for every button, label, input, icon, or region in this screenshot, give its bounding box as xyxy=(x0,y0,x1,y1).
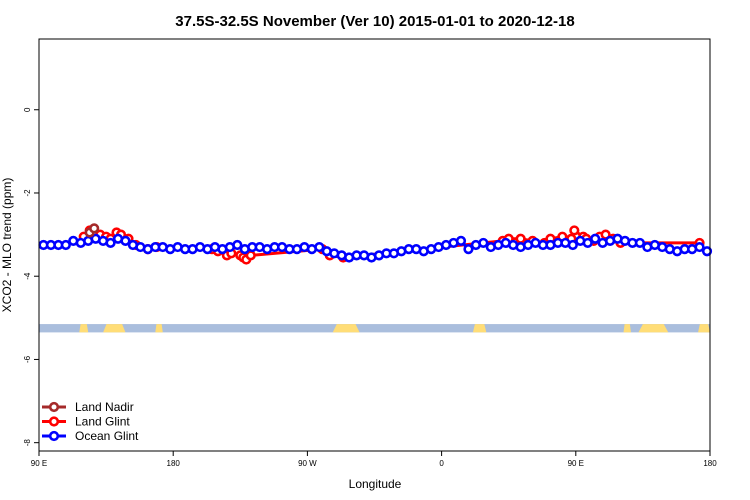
ocean-glint-point xyxy=(60,239,71,251)
map-ocean xyxy=(39,324,710,333)
x-axis: 90 E 180 90 W 0 90 E 180 xyxy=(31,451,717,468)
y-tick-label: -4 xyxy=(23,272,32,280)
ocean-glint-point xyxy=(314,241,325,253)
ocean-glint-point xyxy=(694,241,705,253)
map-land xyxy=(472,324,487,333)
y-tick-label: -2 xyxy=(23,189,32,197)
ocean-glint-point xyxy=(463,244,474,255)
y-axis-label: XCO2 - MLO trend (ppm) xyxy=(0,178,14,313)
x-tick-label: 90 E xyxy=(568,459,584,468)
ocean-glint-point xyxy=(120,235,131,246)
legend-label-ocean-glint: Ocean Glint xyxy=(75,429,139,443)
x-tick-label: 0 xyxy=(439,459,444,468)
legend-label-land-glint: Land Glint xyxy=(75,415,130,429)
map-land xyxy=(155,324,163,333)
plot-frame xyxy=(38,38,711,452)
map-land xyxy=(79,324,89,333)
ocean-glint-point xyxy=(582,237,593,249)
x-tick-label: 90 E xyxy=(31,459,47,468)
ocean-glint-point xyxy=(590,233,601,244)
ocean-glint-point xyxy=(105,237,116,249)
legend-label-land-nadir: Land Nadir xyxy=(75,400,134,414)
land-glint-point xyxy=(515,233,526,244)
legend-marker-land-glint xyxy=(48,416,60,427)
ocean-glint-point xyxy=(478,237,489,249)
y-axis: 0 -2 -4 -6 -8 xyxy=(23,107,39,446)
x-tick-label: 180 xyxy=(703,459,717,468)
map-land xyxy=(332,324,360,333)
land-glint-point xyxy=(569,225,580,236)
x-tick-label: 180 xyxy=(167,459,181,468)
y-tick-label: -8 xyxy=(23,439,32,447)
x-axis-label: Longitude xyxy=(349,477,402,491)
chart-title: 37.5S-32.5S November (Ver 10) 2015-01-01… xyxy=(175,13,574,30)
ocean-glint-point xyxy=(701,246,713,257)
map-land xyxy=(623,324,631,333)
x-tick-label: 90 W xyxy=(298,459,317,468)
ocean-glint-point xyxy=(455,235,467,246)
ocean-glint-point xyxy=(567,239,578,251)
y-tick-label: 0 xyxy=(23,107,32,112)
map-strip xyxy=(39,324,710,333)
y-tick-label: -6 xyxy=(23,355,32,363)
land-nadir-point xyxy=(89,223,100,234)
legend-marker-land-nadir xyxy=(48,401,60,413)
map-land xyxy=(638,324,669,333)
ocean-glint-point xyxy=(634,237,646,249)
ocean-glint-point xyxy=(232,239,243,251)
legend-marker-ocean-glint xyxy=(48,430,60,442)
series-layer xyxy=(38,223,713,265)
map-land xyxy=(103,324,126,333)
map-land xyxy=(698,324,710,333)
